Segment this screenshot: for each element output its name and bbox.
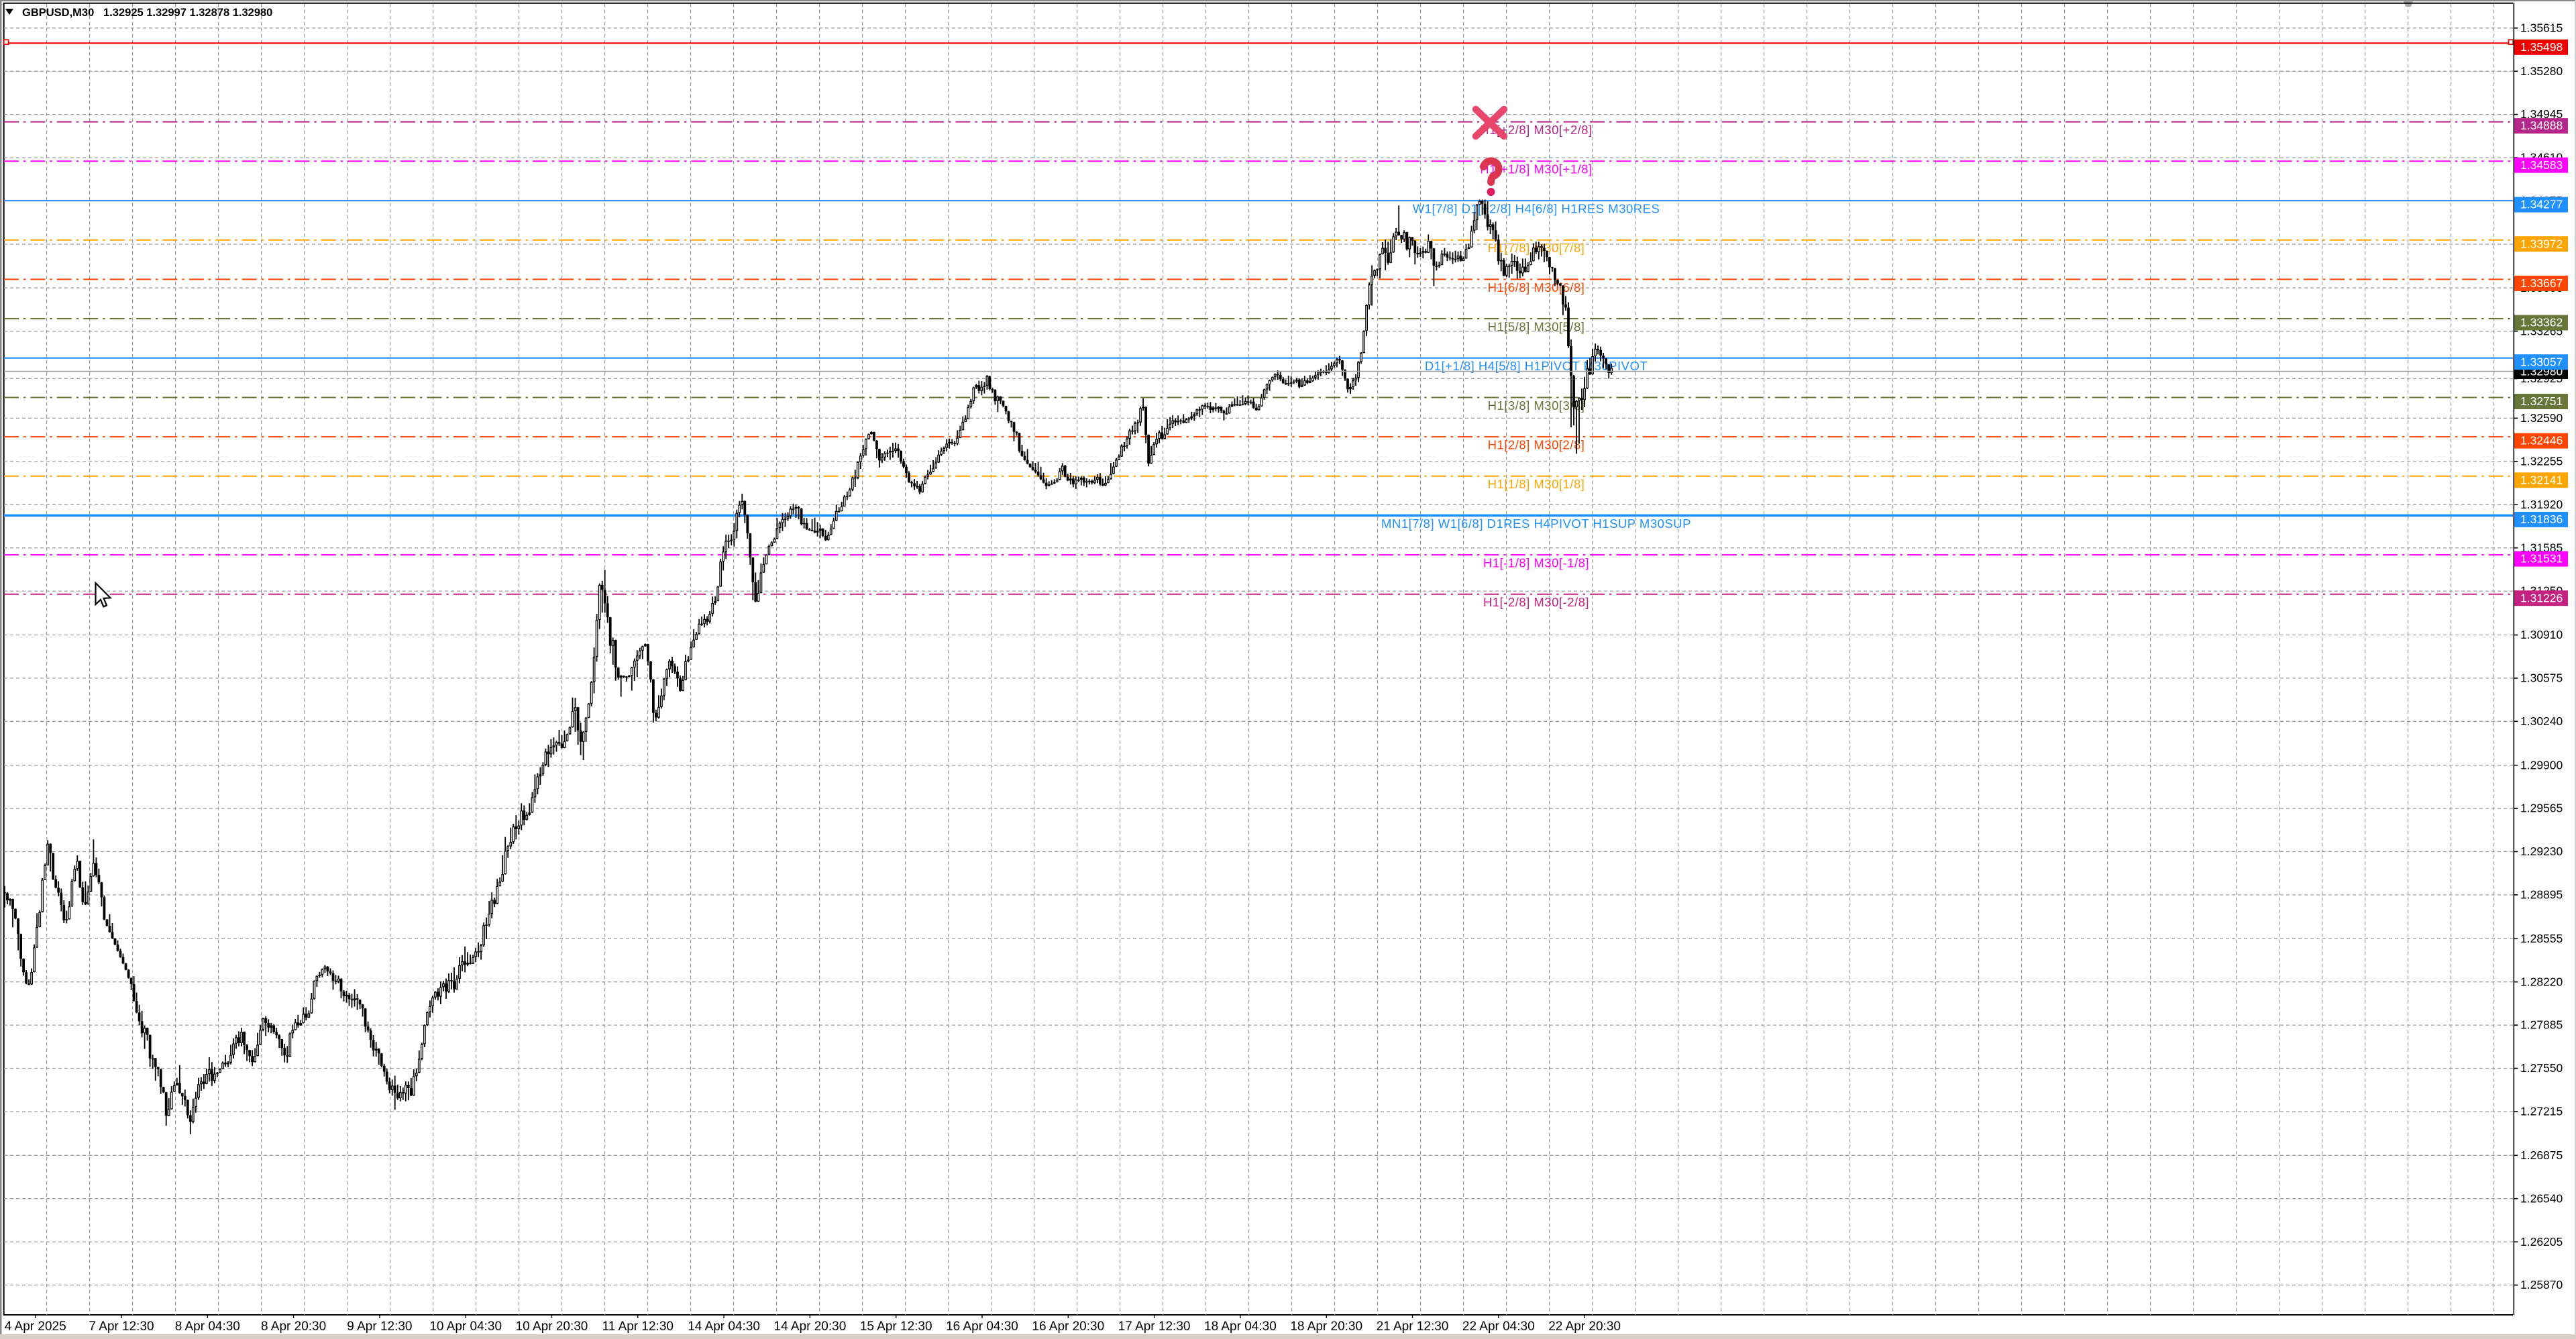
svg-text:1.34583: 1.34583 <box>2520 158 2563 172</box>
svg-text:9 Apr 12:30: 9 Apr 12:30 <box>347 1320 412 1334</box>
svg-text:8 Apr 04:30: 8 Apr 04:30 <box>175 1320 240 1334</box>
svg-text:W1[7/8] D1[+2/8] H4[6/8] H1RES: W1[7/8] D1[+2/8] H4[6/8] H1RES M30RES <box>1413 201 1660 215</box>
svg-text:1.25870: 1.25870 <box>2520 1278 2563 1291</box>
svg-text:16 Apr 04:30: 16 Apr 04:30 <box>946 1320 1018 1334</box>
svg-text:15 Apr 12:30: 15 Apr 12:30 <box>860 1320 932 1334</box>
svg-text:H1[-1/8] M30[-1/8]: H1[-1/8] M30[-1/8] <box>1483 555 1589 570</box>
svg-text:1.27215: 1.27215 <box>2520 1105 2563 1118</box>
svg-text:1.33057: 1.33057 <box>2520 355 2563 368</box>
svg-text:1.31226: 1.31226 <box>2520 591 2563 604</box>
svg-text:1.28220: 1.28220 <box>2520 975 2563 988</box>
svg-text:1.32255: 1.32255 <box>2520 455 2563 468</box>
svg-text:21 Apr 12:30: 21 Apr 12:30 <box>1377 1320 1449 1334</box>
svg-text:14 Apr 20:30: 14 Apr 20:30 <box>774 1320 847 1334</box>
svg-text:1.31836: 1.31836 <box>2520 513 2563 526</box>
svg-text:1.31585: 1.31585 <box>2520 541 2563 554</box>
svg-text:H1[-2/8] M30[-2/8]: H1[-2/8] M30[-2/8] <box>1483 595 1589 609</box>
svg-text:1.35615: 1.35615 <box>2520 21 2563 34</box>
svg-text:1.28555: 1.28555 <box>2520 932 2563 945</box>
svg-text:1.26875: 1.26875 <box>2520 1148 2563 1162</box>
svg-text:1.34888: 1.34888 <box>2520 119 2563 132</box>
svg-text:11 Apr 12:30: 11 Apr 12:30 <box>602 1320 674 1334</box>
svg-text:4 Apr 2025: 4 Apr 2025 <box>5 1320 66 1334</box>
svg-text:1.34945: 1.34945 <box>2520 107 2563 121</box>
svg-text:MN1[7/8] W1[6/8] D1RES H4PIVOT: MN1[7/8] W1[6/8] D1RES H4PIVOT H1SUP M30… <box>1381 517 1691 531</box>
svg-text:1.26205: 1.26205 <box>2520 1235 2563 1248</box>
svg-text:1.28895: 1.28895 <box>2520 888 2563 902</box>
svg-text:1.29565: 1.29565 <box>2520 802 2563 815</box>
svg-text:16 Apr 20:30: 16 Apr 20:30 <box>1032 1320 1104 1334</box>
svg-text:1.31920: 1.31920 <box>2520 498 2563 511</box>
svg-text:1.33362: 1.33362 <box>2520 316 2563 329</box>
svg-text:H1[6/8] M30[6/8]: H1[6/8] M30[6/8] <box>1488 280 1585 294</box>
svg-text:1.29900: 1.29900 <box>2520 758 2563 771</box>
svg-text:18 Apr 20:30: 18 Apr 20:30 <box>1290 1320 1362 1334</box>
svg-text:1.34277: 1.34277 <box>2520 198 2563 211</box>
svg-text:1.31531: 1.31531 <box>2520 552 2563 566</box>
svg-text:1.35498: 1.35498 <box>2520 40 2563 54</box>
svg-text:14 Apr 04:30: 14 Apr 04:30 <box>688 1320 760 1334</box>
svg-text:22 Apr 04:30: 22 Apr 04:30 <box>1462 1320 1535 1334</box>
svg-text:GBPUSD,M30 1.32925 1.32997 1: GBPUSD,M30 1.32925 1.32997 1.32878 1.329… <box>22 7 272 19</box>
svg-text:1.26540: 1.26540 <box>2520 1191 2563 1205</box>
svg-text:10 Apr 20:30: 10 Apr 20:30 <box>516 1320 588 1334</box>
svg-text:1.29230: 1.29230 <box>2520 845 2563 858</box>
svg-text:1.32590: 1.32590 <box>2520 411 2563 425</box>
svg-text:1.30910: 1.30910 <box>2520 628 2563 641</box>
svg-text:22 Apr 20:30: 22 Apr 20:30 <box>1548 1320 1621 1334</box>
svg-text:18 Apr 04:30: 18 Apr 04:30 <box>1204 1320 1277 1334</box>
svg-text:17 Apr 12:30: 17 Apr 12:30 <box>1118 1320 1191 1334</box>
svg-text:1.30575: 1.30575 <box>2520 672 2563 685</box>
svg-text:1.27885: 1.27885 <box>2520 1018 2563 1032</box>
svg-text:1.30240: 1.30240 <box>2520 714 2563 728</box>
svg-text:1.27550: 1.27550 <box>2520 1061 2563 1075</box>
svg-text:1.32446: 1.32446 <box>2520 434 2563 447</box>
svg-text:H1[1/8] M30[1/8]: H1[1/8] M30[1/8] <box>1488 477 1585 491</box>
svg-text:H1[+1/8] M30[+1/8]: H1[+1/8] M30[+1/8] <box>1480 162 1592 176</box>
svg-text:H1[+2/8] M30[+2/8]: H1[+2/8] M30[+2/8] <box>1480 123 1592 137</box>
svg-text:H1[2/8] M30[2/8]: H1[2/8] M30[2/8] <box>1488 437 1585 451</box>
svg-text:1.32751: 1.32751 <box>2520 394 2563 408</box>
svg-text:1.35280: 1.35280 <box>2520 64 2563 78</box>
svg-text:8 Apr 20:30: 8 Apr 20:30 <box>261 1320 326 1334</box>
svg-text:10 Apr 04:30: 10 Apr 04:30 <box>429 1320 502 1334</box>
svg-text:H1[3/8] M30[3/8]: H1[3/8] M30[3/8] <box>1488 398 1585 413</box>
svg-text:1.32141: 1.32141 <box>2520 473 2563 486</box>
svg-text:7 Apr 12:30: 7 Apr 12:30 <box>89 1320 154 1334</box>
svg-text:H1[5/8] M30[5/8]: H1[5/8] M30[5/8] <box>1488 319 1585 333</box>
svg-text:1.33972: 1.33972 <box>2520 237 2563 250</box>
svg-text:1.33667: 1.33667 <box>2520 276 2563 290</box>
